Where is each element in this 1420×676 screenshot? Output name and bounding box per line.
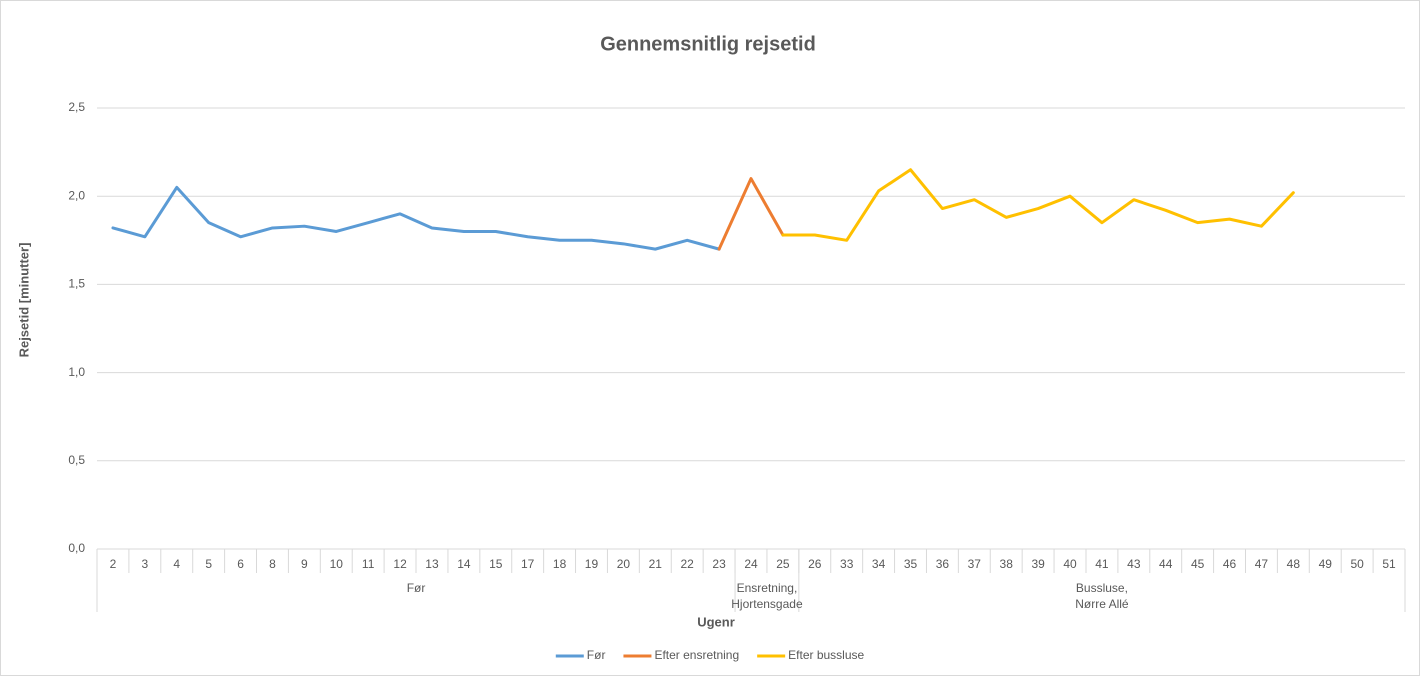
- series-line: [781, 168, 1295, 242]
- x-tick-label: 22: [681, 557, 695, 571]
- x-tick-label: 10: [330, 557, 344, 571]
- x-tick-label: 8: [269, 557, 276, 571]
- x-tick-label: 45: [1191, 557, 1205, 571]
- x-tick-label: 34: [872, 557, 886, 571]
- y-tick-label: 2,0: [68, 188, 85, 202]
- legend-label: Efter ensretning: [654, 648, 739, 662]
- x-tick-label: 35: [904, 557, 918, 571]
- x-tick-label: 23: [712, 557, 726, 571]
- x-tick-label: 38: [1000, 557, 1014, 571]
- x-tick-label: 9: [301, 557, 308, 571]
- x-tick-label: 11: [362, 557, 375, 571]
- x-tick-label: 24: [744, 557, 758, 571]
- x-tick-label: 47: [1255, 557, 1269, 571]
- x-tick-label: 2: [110, 557, 117, 571]
- x-tick-label: 40: [1063, 557, 1077, 571]
- x-tick-label: 19: [585, 557, 599, 571]
- x-tick-label: 15: [489, 557, 503, 571]
- group-label: Bussluse,: [1076, 581, 1128, 595]
- group-label: Hjortensgade: [731, 597, 803, 611]
- x-tick-label: 33: [840, 557, 854, 571]
- x-tick-label: 37: [968, 557, 982, 571]
- group-label: Nørre Allé: [1075, 597, 1129, 611]
- x-axis-title: Ugenr: [697, 614, 735, 629]
- series-line: [717, 177, 785, 251]
- x-tick-label: 17: [521, 557, 535, 571]
- y-axis-title: Rejsetid [minutter]: [16, 243, 31, 358]
- x-tick-label: 18: [553, 557, 567, 571]
- x-tick-label: 46: [1223, 557, 1237, 571]
- chart-title: Gennemsnitlig rejsetid: [600, 33, 816, 55]
- x-tick-label: 6: [237, 557, 244, 571]
- y-tick-label: 0,0: [68, 541, 85, 555]
- x-tick-label: 39: [1031, 557, 1045, 571]
- y-tick-label: 2,5: [68, 100, 85, 114]
- x-tick-label: 5: [205, 557, 212, 571]
- x-tick-label: 41: [1095, 557, 1109, 571]
- y-tick-label: 1,0: [68, 365, 85, 379]
- x-tick-label: 43: [1127, 557, 1141, 571]
- x-tick-label: 4: [173, 557, 180, 571]
- y-tick-label: 0,5: [68, 453, 85, 467]
- x-tick-label: 36: [936, 557, 950, 571]
- group-label: Før: [407, 581, 426, 595]
- group-label: Ensretning,: [737, 581, 798, 595]
- legend-label: Før: [587, 648, 606, 662]
- x-tick-label: 26: [808, 557, 822, 571]
- legend-label: Efter bussluse: [788, 648, 864, 662]
- y-tick-label: 1,5: [68, 277, 85, 291]
- x-tick-label: 14: [457, 557, 471, 571]
- x-tick-label: 3: [142, 557, 149, 571]
- x-tick-label: 12: [393, 557, 407, 571]
- x-tick-label: 20: [617, 557, 631, 571]
- x-tick-label: 48: [1287, 557, 1301, 571]
- x-tick-label: 49: [1319, 557, 1333, 571]
- x-tick-label: 21: [649, 557, 663, 571]
- x-tick-label: 13: [425, 557, 439, 571]
- x-tick-label: 25: [776, 557, 790, 571]
- x-tick-label: 44: [1159, 557, 1173, 571]
- x-tick-label: 50: [1350, 557, 1364, 571]
- series-line: [111, 185, 721, 251]
- x-tick-label: 51: [1382, 557, 1396, 571]
